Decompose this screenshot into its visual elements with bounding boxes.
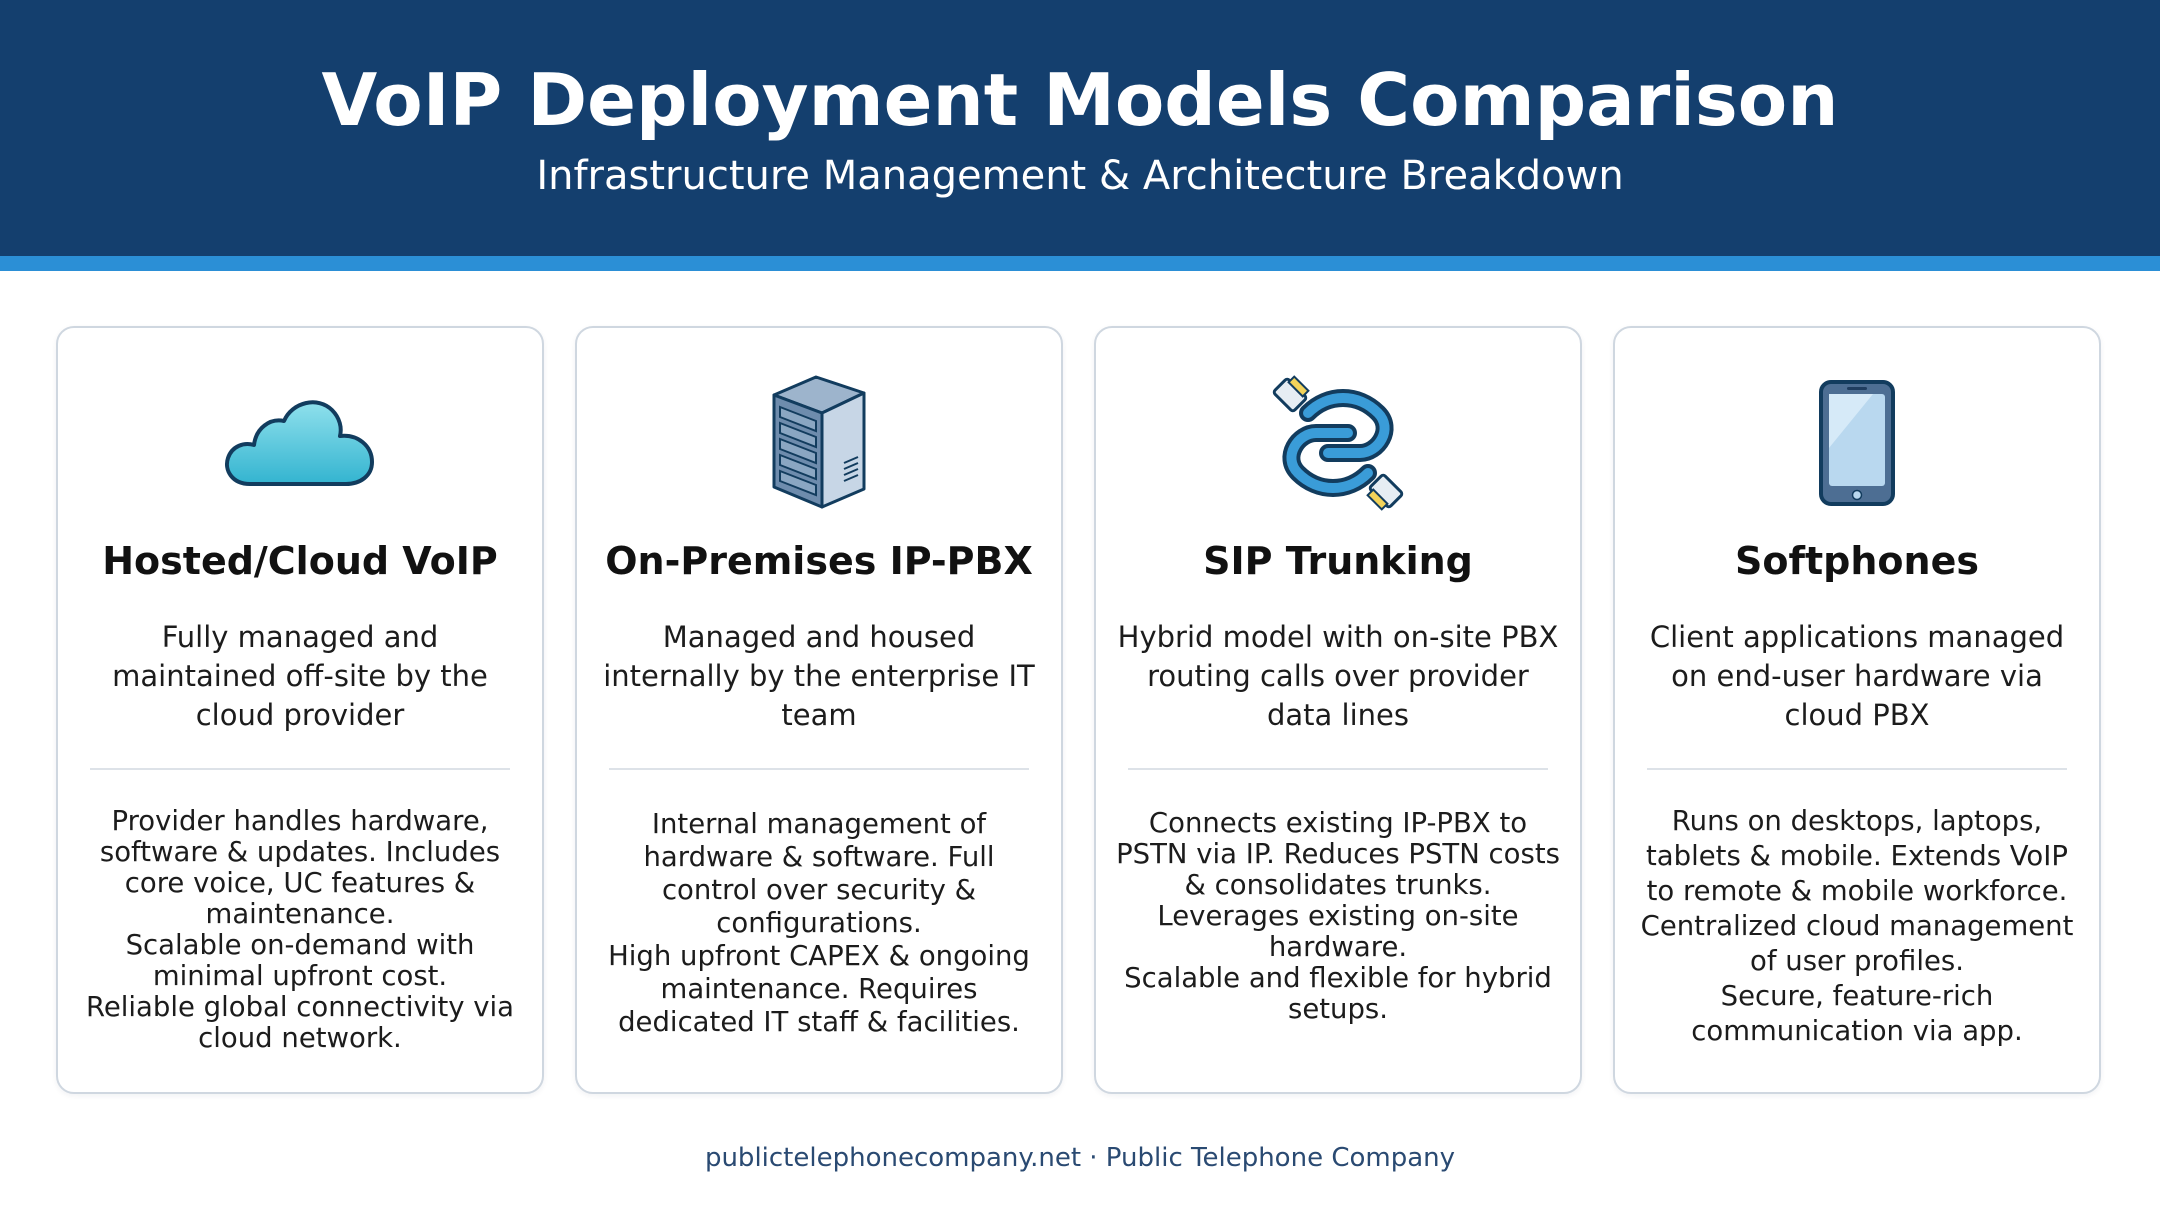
- detail-line: Centralized cloud management of user pro…: [1640, 910, 2074, 977]
- card-title: On-Premises IP-PBX: [605, 539, 1033, 583]
- detail-line: Scalable and flexible for hybrid setups.: [1124, 962, 1552, 1025]
- detail-line: Provider handles hardware, software & up…: [99, 805, 501, 930]
- cloud-icon: [58, 358, 542, 528]
- card-details: Provider handles hardware, software & up…: [78, 806, 522, 1054]
- page-subtitle: Infrastructure Management & Architecture…: [536, 153, 1624, 199]
- ethernet-cable-icon: [1096, 358, 1580, 528]
- detail-line: Internal management of hardware & softwa…: [643, 808, 995, 939]
- card-divider: [609, 768, 1029, 770]
- detail-line: Connects existing IP-PBX to PSTN via IP.…: [1116, 807, 1560, 901]
- header-banner: [0, 0, 2160, 256]
- card-title: SIP Trunking: [1203, 539, 1473, 583]
- card-hosted-cloud-voip: Hosted/Cloud VoIP Fully managed and main…: [56, 326, 544, 1094]
- header-accent-stripe: [0, 256, 2160, 271]
- card-divider: [90, 768, 510, 770]
- card-details: Connects existing IP-PBX to PSTN via IP.…: [1116, 808, 1560, 1025]
- card-title: Hosted/Cloud VoIP: [102, 539, 498, 583]
- page-title: VoIP Deployment Models Comparison: [321, 58, 1839, 142]
- card-details: Runs on desktops, laptops, tablets & mob…: [1635, 804, 2079, 1049]
- detail-line: Runs on desktops, laptops, tablets & mob…: [1646, 805, 2068, 907]
- card-divider: [1128, 768, 1548, 770]
- detail-line: Scalable on-demand with minimal upfront …: [125, 929, 475, 992]
- card-summary: Client applications managed on end-user …: [1649, 620, 2065, 732]
- detail-line: Secure, feature-rich communication via a…: [1691, 980, 2023, 1047]
- detail-line: High upfront CAPEX & ongoing maintenance…: [608, 940, 1030, 1038]
- smartphone-icon: [1615, 358, 2099, 528]
- card-summary: Fully managed and maintained off-site by…: [112, 620, 488, 732]
- footer-attribution: publictelephonecompany.net · Public Tele…: [704, 1143, 1456, 1173]
- card-on-premises-ip-pbx: On-Premises IP-PBX Managed and housed in…: [575, 326, 1063, 1094]
- detail-line: Leverages existing on-site hardware.: [1157, 900, 1519, 963]
- card-title: Softphones: [1735, 539, 1979, 583]
- card-summary: Managed and housed internally by the ent…: [603, 620, 1035, 732]
- card-summary: Hybrid model with on-site PBX routing ca…: [1117, 620, 1559, 732]
- card-sip-trunking: SIP Trunking Hybrid model with on-site P…: [1094, 326, 1582, 1094]
- card-details: Internal management of hardware & softwa…: [597, 808, 1041, 1039]
- server-icon: [577, 358, 1061, 528]
- card-divider: [1647, 768, 2067, 770]
- detail-line: Reliable global connectivity via cloud n…: [85, 991, 515, 1054]
- card-softphones: Softphones Client applications managed o…: [1613, 326, 2101, 1094]
